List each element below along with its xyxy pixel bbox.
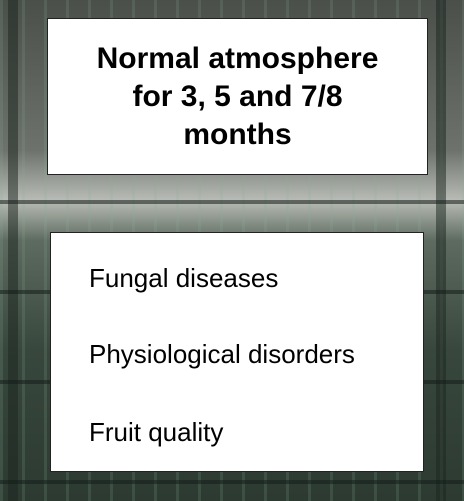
rack-post <box>436 0 446 501</box>
rack-post <box>8 0 18 501</box>
background-photo: Normal atmosphere for 3, 5 and 7/8 month… <box>0 0 464 501</box>
title-box: Normal atmosphere for 3, 5 and 7/8 month… <box>47 18 428 175</box>
title-line: for 3, 5 and 7/8 <box>132 78 342 116</box>
title-line: months <box>183 116 291 154</box>
rack-shelf <box>0 480 464 484</box>
rack-shelf <box>0 200 464 204</box>
title-line: Normal atmosphere <box>97 40 379 78</box>
list-item: Physiological disorders <box>89 339 355 370</box>
list-item: Fruit quality <box>89 417 223 448</box>
list-box: Fungal diseases Physiological disorders … <box>50 232 424 472</box>
list-item: Fungal diseases <box>89 263 278 294</box>
